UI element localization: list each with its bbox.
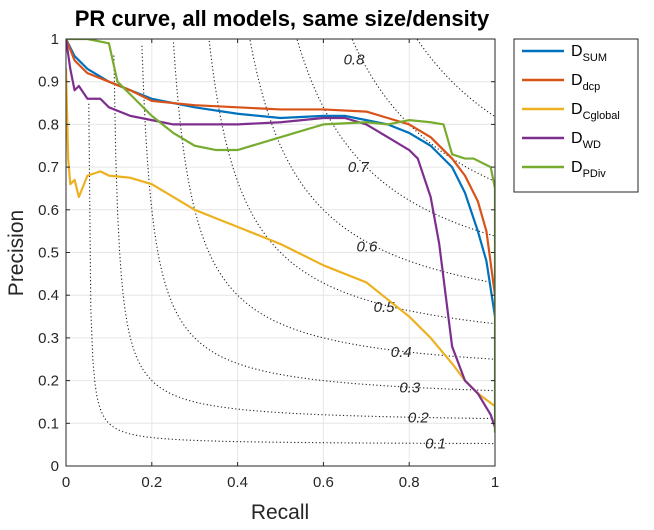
- chart-title: PR curve, all models, same size/density: [75, 6, 490, 31]
- iso-f1-curve: [249, 40, 495, 284]
- x-tick-label: 0.8: [399, 474, 420, 491]
- iso-f1-label: 0.2: [408, 410, 430, 427]
- x-tick-label: 1: [491, 474, 499, 491]
- iso-f1-label: 0.5: [374, 299, 396, 316]
- y-tick-label: 0.2: [38, 373, 59, 390]
- x-tick-label: 0.6: [313, 474, 334, 491]
- y-tick-label: 0.4: [38, 287, 59, 304]
- iso-f1-label: 0.8: [344, 52, 366, 69]
- y-axis-label: Precision: [5, 210, 28, 296]
- iso-f1-label: 0.4: [391, 344, 412, 361]
- series-line-pdiv: [66, 39, 495, 433]
- iso-f1-curve: [351, 39, 495, 182]
- iso-f1-curve: [113, 55, 495, 420]
- y-tick-label: 0.6: [38, 202, 59, 219]
- y-tick-label: 0.7: [38, 159, 59, 176]
- plot-area: 0.1 0.2 0.3 0.4 0.5 0.6 0.7 0.8 0.9 0 0.2 0.4 0.6 0.8…: [38, 31, 499, 491]
- iso-f1-curve: [296, 39, 495, 237]
- y-tick-label: 0.5: [38, 245, 59, 262]
- y-tick-label: 1: [51, 31, 59, 48]
- y-tick-label: 0.8: [38, 116, 59, 133]
- series-line-cglobal: [66, 67, 495, 408]
- x-axis-label: Recall: [251, 501, 309, 524]
- series-line-wd: [66, 39, 495, 429]
- y-tick-label: 0.9: [38, 74, 59, 91]
- x-tick-label: 0.2: [141, 474, 162, 491]
- iso-f1-curves: [88, 39, 495, 445]
- iso-f1-label: 0.6: [356, 238, 378, 255]
- x-tick-label: 0: [62, 474, 70, 491]
- iso-f1-label: 0.7: [348, 159, 370, 176]
- y-tick-label: 0: [51, 458, 59, 475]
- iso-f1-curve: [141, 45, 495, 392]
- iso-f1-label: 0.1: [425, 435, 446, 452]
- y-tick-label: 0.1: [38, 415, 59, 432]
- series-group: [66, 39, 495, 433]
- series-line-dcp: [66, 39, 495, 297]
- x-tick-label: 0.4: [227, 474, 248, 491]
- iso-f1-label: 0.3: [399, 380, 421, 397]
- y-tick-label: 0.3: [38, 330, 59, 347]
- iso-f1-curve: [88, 103, 495, 445]
- iso-f1-curve: [416, 39, 495, 118]
